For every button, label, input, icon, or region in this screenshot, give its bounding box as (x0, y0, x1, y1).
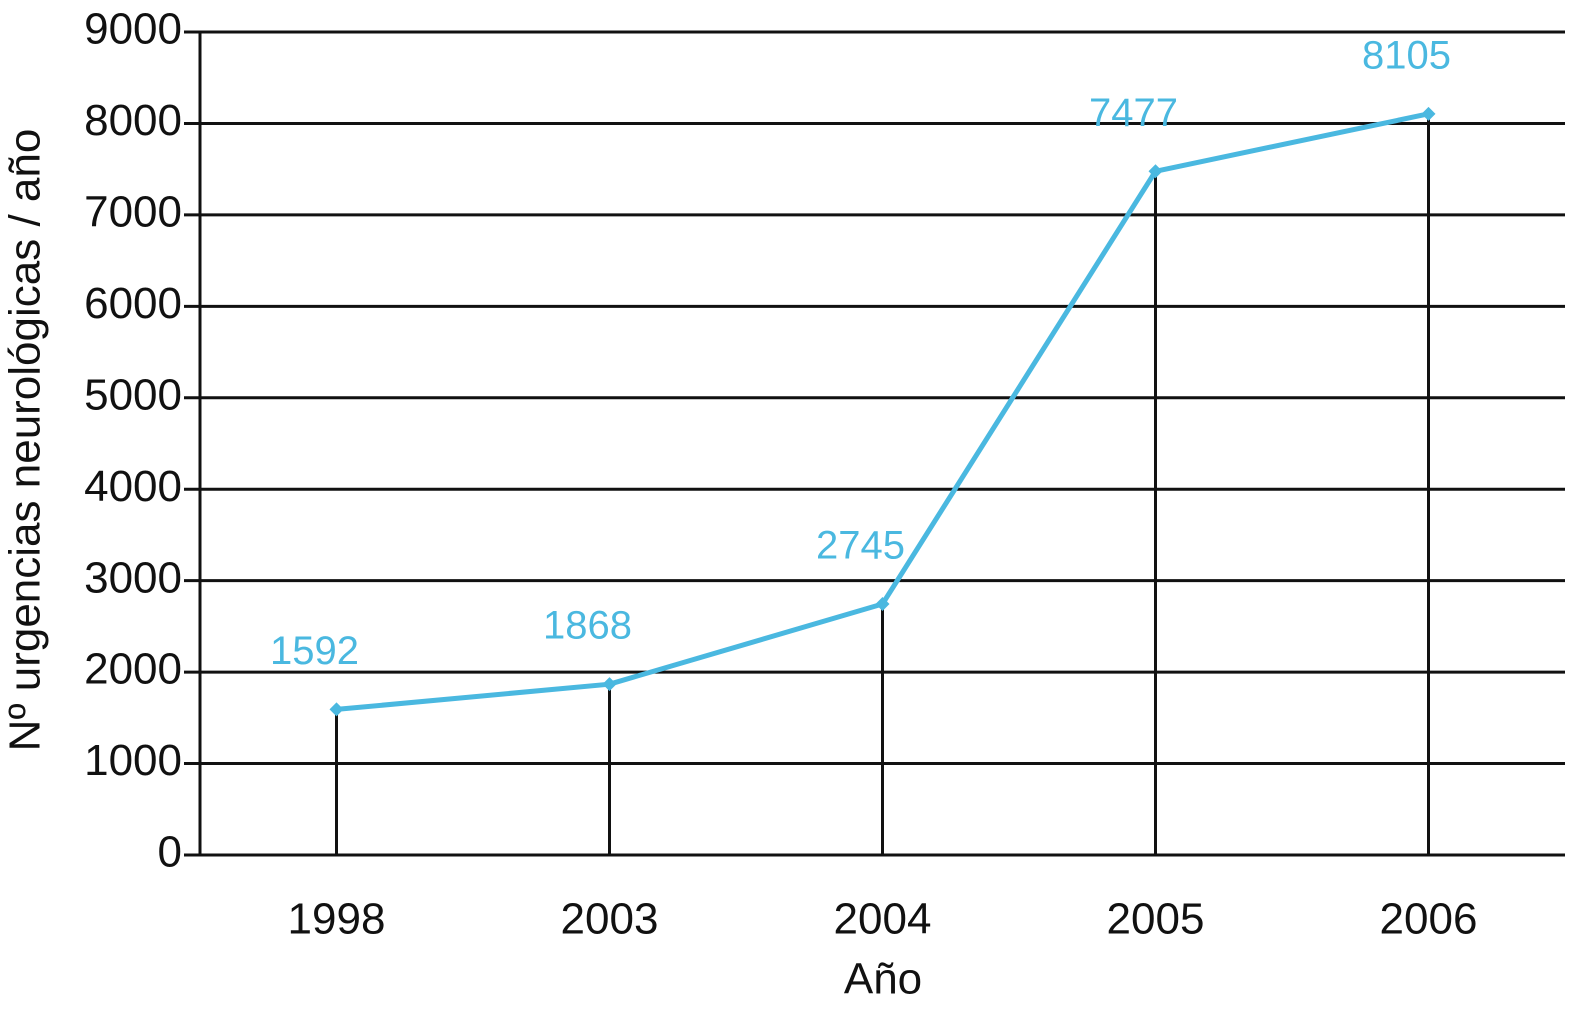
x-tick-label: 2006 (1380, 895, 1478, 944)
data-point (1421, 106, 1436, 121)
data-point (602, 677, 617, 692)
y-tick-label: 2000 (84, 645, 182, 694)
y-tick-label: 3000 (84, 553, 182, 602)
y-tick-label: 5000 (84, 370, 182, 419)
data-label: 2745 (816, 524, 905, 568)
x-axis-title: Año (844, 955, 922, 1004)
data-point (329, 702, 344, 717)
data-label: 8105 (1362, 33, 1451, 77)
data-label: 1868 (543, 604, 632, 648)
y-tick-label: 9000 (84, 5, 182, 54)
y-tick-label: 8000 (84, 96, 182, 145)
y-tick-label: 6000 (84, 279, 182, 328)
x-tick-label: 2004 (834, 895, 932, 944)
y-axis-title: Nº urgencias neurológicas / año (1, 129, 50, 752)
data-label: 7477 (1089, 91, 1178, 135)
x-tick-label: 2003 (561, 895, 659, 944)
y-tick-label: 0 (158, 828, 182, 877)
data-point (1148, 164, 1163, 179)
data-label: 1592 (270, 629, 359, 673)
data-point (875, 596, 890, 611)
y-tick-label: 4000 (84, 462, 182, 511)
y-tick-label: 1000 (84, 736, 182, 785)
y-tick-label: 7000 (84, 188, 182, 237)
x-tick-label: 1998 (288, 895, 386, 944)
x-tick-label: 2005 (1107, 895, 1205, 944)
